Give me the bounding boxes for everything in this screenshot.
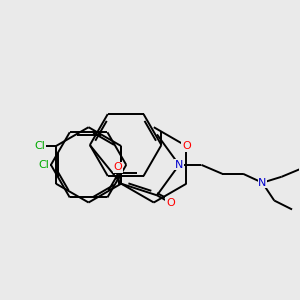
Text: O: O <box>182 141 191 151</box>
Text: Cl: Cl <box>34 141 45 151</box>
Text: O: O <box>166 198 175 208</box>
Text: N: N <box>175 160 183 170</box>
Text: O: O <box>114 162 123 172</box>
Text: Cl: Cl <box>39 160 50 170</box>
Text: N: N <box>258 178 266 188</box>
